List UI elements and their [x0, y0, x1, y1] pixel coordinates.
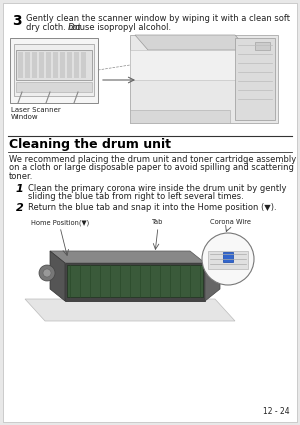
Bar: [32, 52, 37, 78]
Polygon shape: [130, 110, 230, 123]
Polygon shape: [50, 251, 205, 263]
Bar: [255, 42, 270, 50]
Bar: [208, 251, 248, 269]
Circle shape: [43, 269, 51, 277]
Bar: [25, 52, 30, 78]
Text: dry cloth. Do: dry cloth. Do: [26, 23, 83, 32]
Polygon shape: [65, 263, 205, 301]
Text: 12 - 24: 12 - 24: [263, 407, 290, 416]
Polygon shape: [50, 251, 65, 301]
Text: We recommend placing the drum unit and toner cartridge assembly: We recommend placing the drum unit and t…: [9, 155, 296, 164]
Text: 1: 1: [16, 184, 24, 193]
Bar: [39, 52, 44, 78]
Bar: [74, 52, 79, 78]
Text: Tab: Tab: [152, 219, 164, 225]
Polygon shape: [25, 299, 235, 321]
Bar: [81, 52, 86, 78]
Text: use isopropyl alcohol.: use isopropyl alcohol.: [77, 23, 171, 32]
Bar: [130, 50, 240, 80]
Bar: [223, 252, 233, 262]
Text: Home Position(▼): Home Position(▼): [31, 219, 89, 226]
Text: Return the blue tab and snap it into the Home position (▼).: Return the blue tab and snap it into the…: [28, 202, 277, 212]
Bar: [18, 52, 23, 78]
Text: not: not: [68, 23, 82, 32]
Bar: [60, 52, 65, 78]
Text: toner.: toner.: [9, 172, 33, 181]
Bar: [14, 44, 94, 96]
Bar: [10, 38, 98, 103]
Bar: [16, 50, 92, 80]
Text: Gently clean the scanner window by wiping it with a clean soft: Gently clean the scanner window by wipin…: [26, 14, 290, 23]
Polygon shape: [135, 35, 248, 50]
Bar: [46, 52, 51, 78]
Text: 2: 2: [16, 202, 24, 212]
Text: Corona Wire: Corona Wire: [209, 219, 250, 225]
Text: Window: Window: [11, 114, 39, 120]
Text: on a cloth or large disposable paper to avoid spilling and scattering: on a cloth or large disposable paper to …: [9, 164, 294, 173]
Bar: [130, 35, 278, 123]
Text: sliding the blue tab from right to left several times.: sliding the blue tab from right to left …: [28, 192, 244, 201]
Circle shape: [202, 233, 254, 285]
Bar: [16, 82, 92, 92]
Text: Cleaning the drum unit: Cleaning the drum unit: [9, 138, 171, 151]
Text: 3: 3: [12, 14, 22, 28]
Circle shape: [39, 265, 55, 281]
Text: Laser Scanner: Laser Scanner: [11, 107, 61, 113]
Text: Clean the primary corona wire inside the drum unit by gently: Clean the primary corona wire inside the…: [28, 184, 286, 193]
Bar: [235, 38, 275, 120]
Bar: [67, 52, 72, 78]
Bar: [67, 265, 203, 297]
Polygon shape: [205, 251, 220, 301]
Bar: [53, 52, 58, 78]
